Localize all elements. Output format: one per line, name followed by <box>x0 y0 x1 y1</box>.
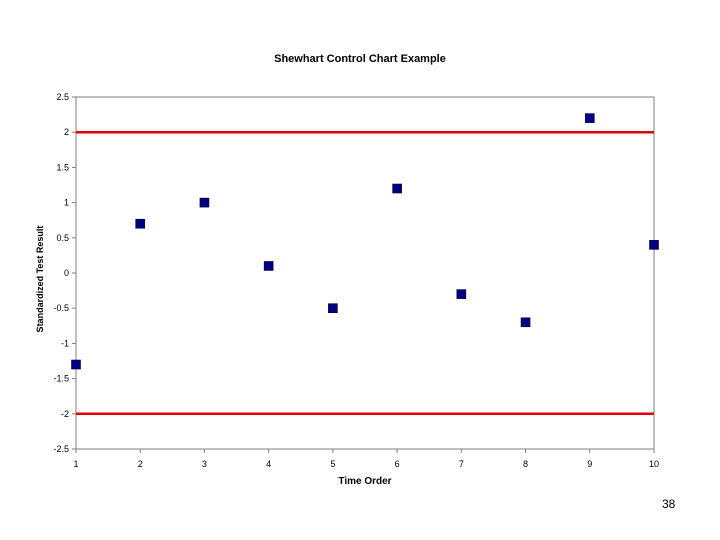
x-tick-label: 7 <box>459 459 464 469</box>
data-points <box>71 113 659 370</box>
y-axis-ticks: 2.5 2 1.5 1 0.5 0 -0.5 -1 -1.5 -2 -2.5 <box>53 92 76 454</box>
data-point-marker <box>456 289 467 299</box>
data-point-marker <box>199 197 210 208</box>
y-tick-label: 1.5 <box>56 162 69 172</box>
y-tick-label: -2 <box>61 409 69 419</box>
data-point-marker <box>584 113 595 123</box>
y-tick-label: -1.5 <box>53 374 69 384</box>
x-tick-label: 9 <box>587 459 592 469</box>
x-tick-label: 10 <box>649 459 659 469</box>
data-point-marker <box>520 317 531 328</box>
page-number: 38 <box>662 497 676 511</box>
x-tick-label: 3 <box>202 459 207 469</box>
chart-title: Shewhart Control Chart Example <box>274 53 446 65</box>
data-point-marker <box>263 261 274 271</box>
data-point-marker <box>328 303 338 314</box>
y-tick-label: 1 <box>64 198 69 208</box>
data-point-marker <box>135 218 146 229</box>
y-tick-label: 2.5 <box>56 92 69 102</box>
data-point-marker <box>649 240 659 250</box>
y-tick-label: -0.5 <box>53 303 69 313</box>
x-tick-label: 2 <box>138 459 143 469</box>
x-tick-label: 6 <box>395 459 400 469</box>
y-tick-label: 2 <box>64 127 69 137</box>
x-tick-label: 1 <box>73 459 78 469</box>
x-tick-label: 4 <box>266 459 271 469</box>
plot-area-frame <box>75 96 655 450</box>
x-tick-label: 8 <box>523 459 528 469</box>
data-point-marker <box>71 359 81 370</box>
y-tick-label: 0 <box>64 268 69 278</box>
data-point-marker <box>392 183 402 194</box>
x-tick-label: 5 <box>330 459 335 469</box>
x-axis-label: Time Order <box>338 476 392 487</box>
y-tick-label: 0.5 <box>56 233 69 243</box>
x-axis-ticks: 1 2 3 4 5 6 7 8 9 10 <box>73 449 659 469</box>
y-tick-label: -2.5 <box>53 444 69 454</box>
y-tick-label: -1 <box>61 338 69 348</box>
